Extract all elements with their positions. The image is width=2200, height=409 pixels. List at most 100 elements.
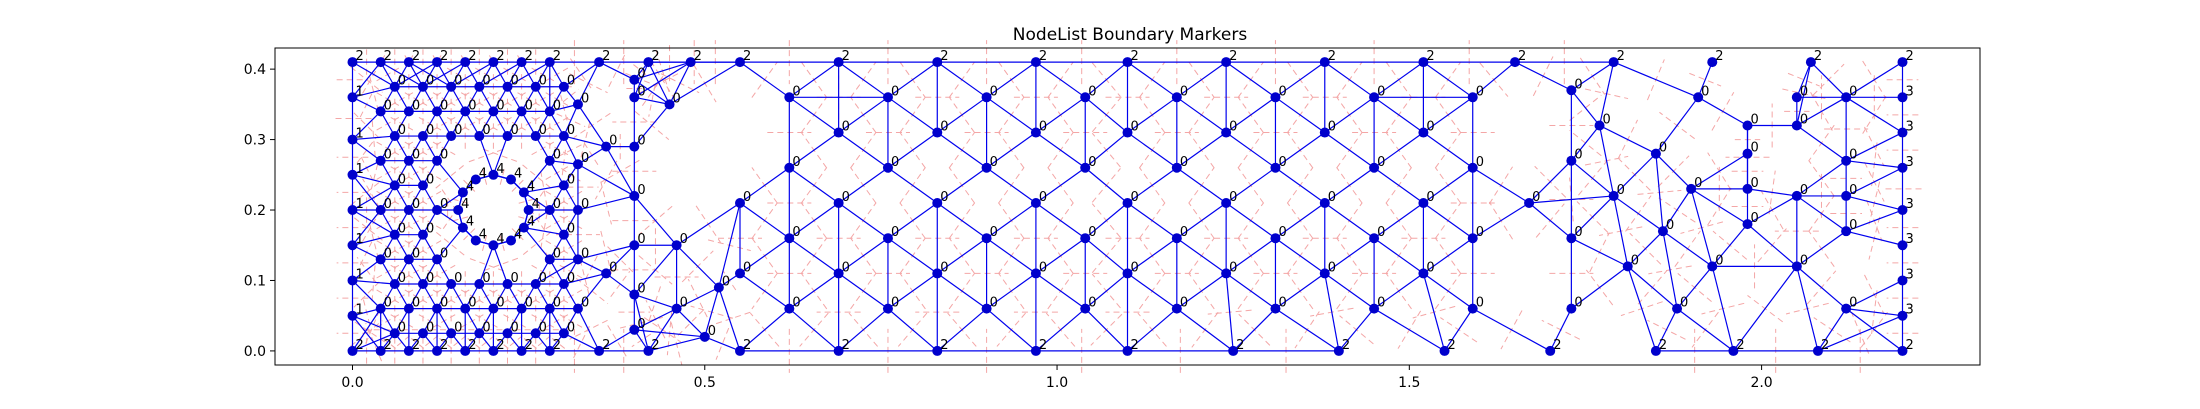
mesh-node bbox=[981, 233, 992, 244]
mesh-edge bbox=[1423, 132, 1474, 169]
mesh-node bbox=[446, 278, 457, 289]
node-marker-label: 2 bbox=[1426, 49, 1434, 64]
mesh-node bbox=[1319, 197, 1330, 208]
mesh-node bbox=[389, 131, 400, 142]
mesh-edge bbox=[1697, 61, 1713, 98]
node-marker-label: 0 bbox=[1631, 253, 1639, 268]
mesh-node bbox=[1897, 92, 1908, 103]
node-marker-label: 0 bbox=[1574, 225, 1582, 240]
dual-edge bbox=[499, 169, 505, 186]
mesh-node bbox=[1841, 155, 1852, 166]
node-marker-label: 0 bbox=[1278, 84, 1286, 99]
node-marker-label: 0 bbox=[1751, 176, 1759, 191]
node-marker-label: 0 bbox=[1800, 112, 1808, 127]
node-marker-label: 0 bbox=[1278, 296, 1286, 311]
mesh-node bbox=[784, 233, 795, 244]
mesh-node bbox=[506, 235, 517, 246]
mesh-node bbox=[488, 345, 499, 356]
mesh-node bbox=[932, 57, 943, 68]
mesh-node bbox=[432, 106, 443, 117]
dual-edge bbox=[368, 160, 379, 200]
mesh-edge bbox=[669, 61, 741, 105]
mesh-edge bbox=[1127, 61, 1178, 98]
mesh-node bbox=[1897, 275, 1908, 286]
mesh-edge bbox=[1176, 308, 1234, 352]
mesh-node bbox=[470, 174, 481, 185]
mesh-node bbox=[347, 92, 358, 103]
node-marker-label: 4 bbox=[466, 215, 474, 230]
mesh-node bbox=[432, 303, 443, 314]
node-marker-label: 0 bbox=[990, 225, 998, 240]
mesh-node bbox=[629, 324, 640, 335]
mesh-node bbox=[457, 187, 468, 198]
mesh-edge bbox=[1035, 96, 1086, 134]
mesh-node bbox=[572, 303, 583, 314]
mesh-edge bbox=[676, 202, 741, 246]
mesh-edge bbox=[1676, 265, 1713, 310]
mesh-node bbox=[601, 141, 612, 152]
node-marker-label: 0 bbox=[553, 98, 561, 113]
node-marker-label: 4 bbox=[514, 228, 522, 243]
dual-edge bbox=[625, 72, 658, 87]
mesh-edge bbox=[1324, 96, 1375, 134]
mesh-edge bbox=[1373, 96, 1424, 134]
mesh-edge bbox=[1655, 96, 1699, 155]
mesh-edge bbox=[1732, 266, 1798, 352]
mesh-edge bbox=[352, 160, 381, 176]
mesh-node bbox=[446, 131, 457, 142]
mesh-node bbox=[629, 141, 640, 152]
mesh-edge bbox=[739, 272, 790, 310]
mesh-node bbox=[558, 81, 569, 92]
mesh-edge bbox=[1810, 61, 1847, 98]
mesh-edge bbox=[1514, 61, 1572, 91]
mesh-node bbox=[403, 106, 414, 117]
mesh-node bbox=[544, 303, 555, 314]
mesh-edge bbox=[739, 202, 790, 239]
mesh-edge bbox=[352, 308, 382, 352]
node-marker-label: 0 bbox=[1180, 225, 1188, 240]
node-marker-label: 0 bbox=[743, 190, 751, 205]
node-marker-label: 0 bbox=[1751, 211, 1759, 226]
dual-edge bbox=[522, 164, 552, 189]
node-marker-label: 0 bbox=[384, 296, 392, 311]
mesh-node bbox=[1122, 127, 1133, 138]
mesh-node bbox=[629, 74, 640, 85]
mesh-edge bbox=[1324, 61, 1375, 98]
mesh-edge bbox=[1422, 273, 1446, 352]
mesh-edge bbox=[577, 244, 635, 260]
dual-edge bbox=[573, 326, 590, 359]
node-marker-label: 0 bbox=[454, 123, 462, 138]
mesh-edge bbox=[1373, 202, 1424, 239]
node-marker-label: 0 bbox=[743, 260, 751, 275]
node-marker-label: 0 bbox=[482, 320, 490, 335]
mesh-node bbox=[389, 180, 400, 191]
node-marker-label: 2 bbox=[1821, 338, 1829, 353]
x-tick-label: 1.5 bbox=[1398, 375, 1420, 391]
node-marker-label: 0 bbox=[1426, 120, 1434, 135]
mesh-node bbox=[981, 162, 992, 173]
mesh-node bbox=[516, 57, 527, 68]
mesh-node bbox=[1467, 303, 1478, 314]
mesh-node bbox=[488, 240, 499, 251]
mesh-edge bbox=[1035, 272, 1086, 310]
node-marker-label: 0 bbox=[673, 91, 681, 106]
node-marker-label: 0 bbox=[412, 296, 420, 311]
node-marker-label: 0 bbox=[567, 271, 575, 286]
mesh-node bbox=[1693, 92, 1704, 103]
node-marker-label: 0 bbox=[496, 98, 504, 113]
mesh-node bbox=[1080, 162, 1091, 173]
mesh-edge bbox=[492, 135, 509, 176]
mesh-node bbox=[488, 106, 499, 117]
mesh-edge bbox=[1747, 223, 1798, 267]
mesh-node bbox=[1171, 233, 1182, 244]
mesh-node bbox=[671, 303, 682, 314]
mesh-edge bbox=[577, 104, 607, 147]
mesh-edge bbox=[1796, 265, 1847, 310]
mesh-node bbox=[735, 197, 745, 208]
mesh-edge bbox=[1599, 124, 1657, 155]
mesh-edge bbox=[352, 258, 382, 281]
node-marker-label: 0 bbox=[525, 98, 533, 113]
mesh-node bbox=[1221, 197, 1232, 208]
mesh-edge bbox=[838, 237, 889, 274]
node-marker-label: 0 bbox=[940, 260, 948, 275]
